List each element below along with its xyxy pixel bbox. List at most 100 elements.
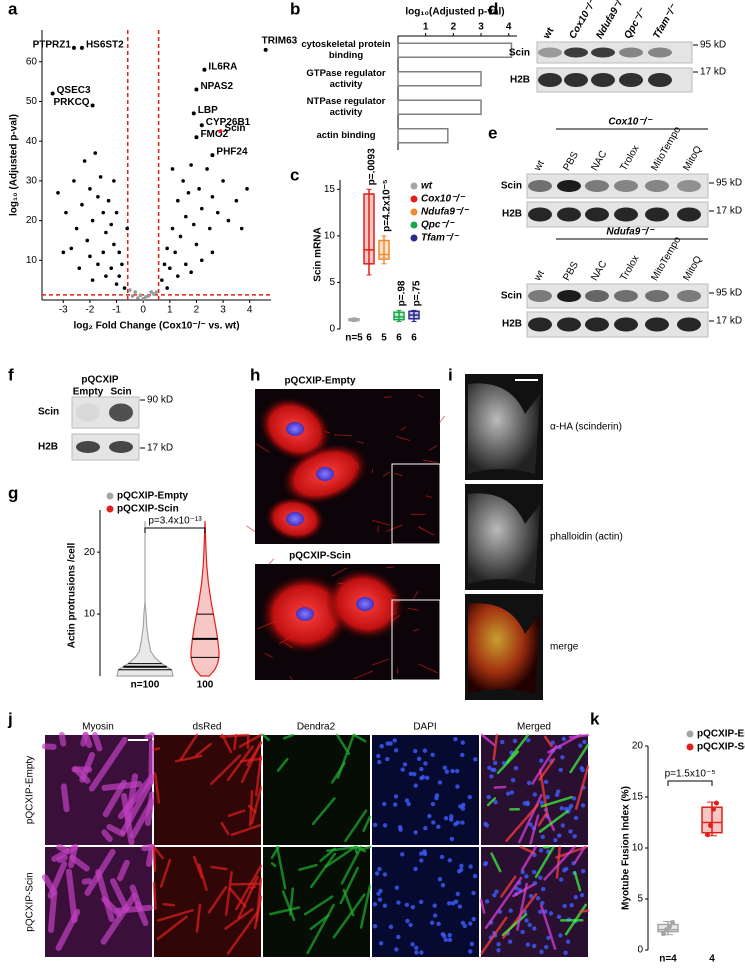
nucleus <box>546 935 551 941</box>
fiber <box>47 860 68 899</box>
fiber <box>529 814 540 845</box>
row-label: pQCXIP-Empty <box>25 756 36 824</box>
nucleus <box>455 891 461 897</box>
nucleus <box>388 741 393 746</box>
point <box>705 832 710 838</box>
blot-band <box>648 47 672 58</box>
fiber <box>270 862 277 868</box>
image-label: phalloidin (actin) <box>550 532 623 543</box>
fiber <box>376 590 396 597</box>
nucleus <box>539 758 544 763</box>
fiber <box>355 461 360 469</box>
point <box>215 210 220 215</box>
fiber <box>396 667 399 674</box>
fiber <box>101 829 113 843</box>
point <box>173 250 177 255</box>
nucleus <box>467 794 472 800</box>
p-label: p=.0093 <box>367 148 378 185</box>
nucleus <box>505 791 511 796</box>
row-label: pQCXIP-Scin <box>25 872 36 931</box>
nucleus <box>414 945 419 951</box>
point <box>708 823 713 829</box>
fiber <box>157 909 194 922</box>
point <box>194 135 199 140</box>
fiber <box>568 733 590 739</box>
nucleus <box>377 866 382 872</box>
nucleus <box>484 899 490 904</box>
fiber <box>438 415 445 424</box>
nucleus <box>400 767 405 772</box>
group-header: Cox10⁻/⁻ <box>608 117 653 128</box>
box <box>378 239 390 260</box>
point <box>96 194 100 199</box>
legend-marker <box>410 221 418 229</box>
blot-band <box>528 180 552 192</box>
fiber <box>120 779 154 836</box>
fiber <box>239 757 263 763</box>
blot-band <box>528 290 552 302</box>
fiber <box>247 804 257 814</box>
fiber <box>152 847 157 872</box>
fiber <box>520 845 538 871</box>
nucleus <box>419 950 424 955</box>
nucleus <box>569 903 574 908</box>
row-label: H2B <box>502 209 522 220</box>
nucleus <box>543 779 549 785</box>
point <box>176 198 180 203</box>
marker-label: 17 kD <box>700 67 726 78</box>
point <box>189 270 193 275</box>
category-label: cytoskeletal protein binding <box>301 39 391 62</box>
nucleus <box>571 796 577 801</box>
fiber <box>518 793 543 844</box>
nucleus <box>443 816 449 821</box>
fiber <box>144 732 155 741</box>
y-tick-label: 10 <box>26 255 38 266</box>
fiber <box>359 613 378 620</box>
nucleus <box>413 748 418 754</box>
nucleus <box>429 920 435 925</box>
column-label: Myosin <box>82 722 114 733</box>
nucleus <box>377 759 382 765</box>
nucleus <box>437 780 443 785</box>
bar <box>397 128 449 144</box>
x-tick-label: 3 <box>220 305 226 316</box>
point <box>183 262 188 267</box>
point <box>90 278 95 282</box>
nucleus <box>400 852 405 857</box>
point <box>114 282 119 286</box>
point <box>197 187 201 191</box>
nucleus <box>563 950 568 955</box>
nucleus <box>572 834 577 839</box>
fiber <box>377 525 380 533</box>
point <box>181 179 185 183</box>
point <box>210 194 215 199</box>
nucleus <box>559 806 564 811</box>
nucleus <box>448 817 454 822</box>
fiber <box>58 732 67 747</box>
nucleus <box>568 829 573 834</box>
point <box>80 202 84 207</box>
point <box>170 226 175 231</box>
blot-band <box>677 180 701 192</box>
nucleus <box>513 765 519 771</box>
nucleus <box>416 756 422 761</box>
nucleus <box>444 769 450 774</box>
fiber <box>534 845 555 879</box>
fiber <box>500 875 517 898</box>
axis-title: log₁₀(Adjusted p-val) <box>405 7 504 18</box>
fiber <box>407 607 419 611</box>
row-label: H2B <box>510 75 530 86</box>
nucleus <box>496 948 501 953</box>
fiber <box>353 670 374 680</box>
blot-band <box>591 47 615 58</box>
fiber <box>335 733 351 756</box>
point <box>183 214 188 219</box>
nucleus <box>462 923 468 929</box>
fiber <box>324 430 331 434</box>
panel-label: d <box>488 0 498 18</box>
fiber <box>372 520 391 526</box>
nucleus <box>482 861 488 867</box>
point <box>112 179 116 183</box>
point <box>112 242 116 247</box>
